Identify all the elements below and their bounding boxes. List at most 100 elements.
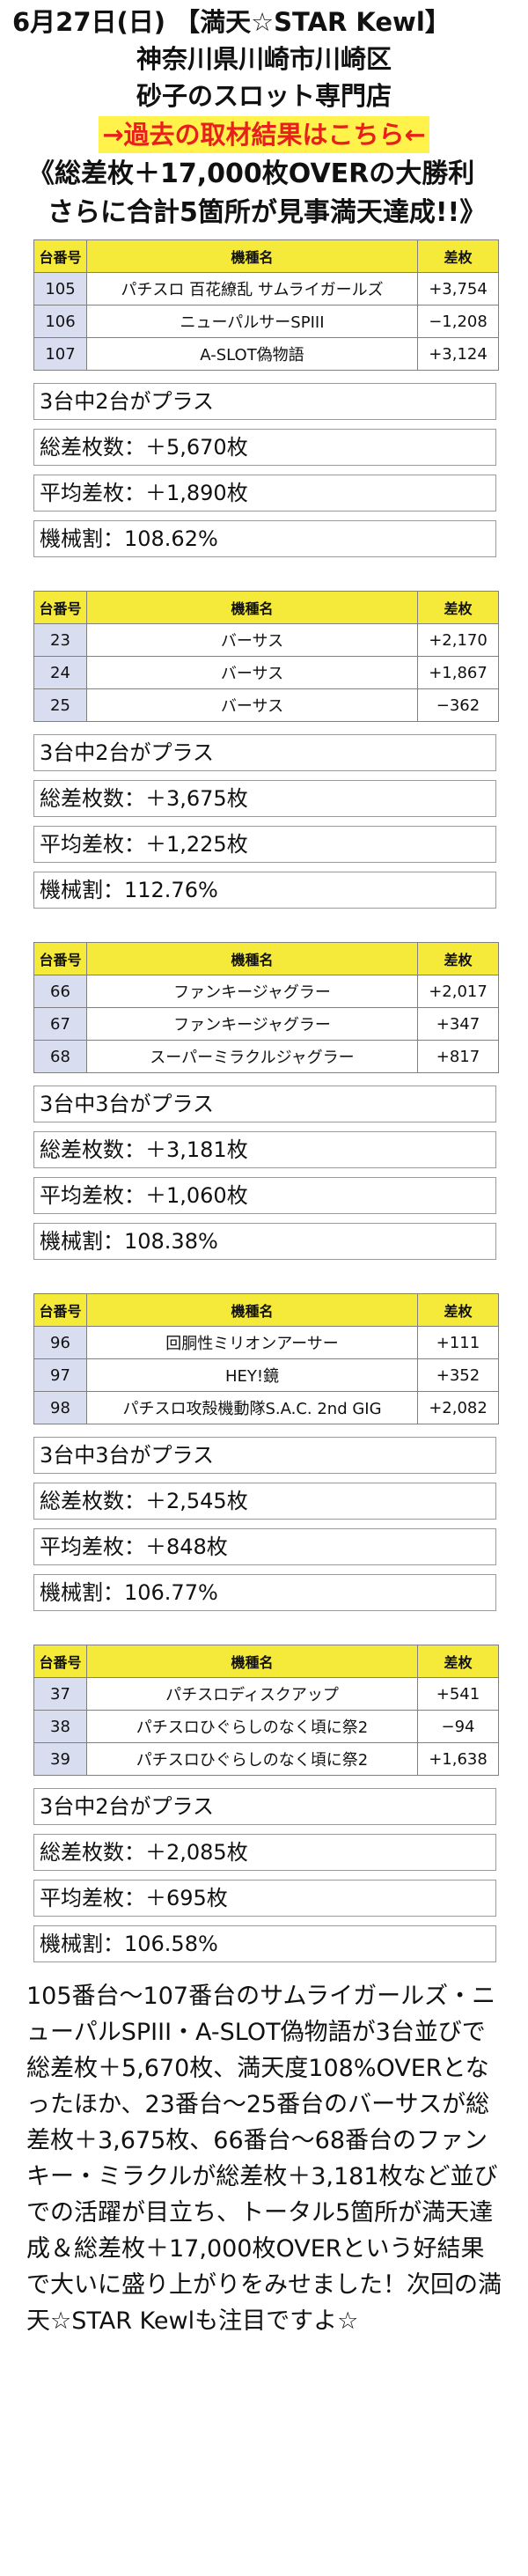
header-diff: 差枚 bbox=[417, 591, 499, 624]
machine-name: ニューパルサーSPIII bbox=[86, 305, 418, 338]
headline-line-2: さらに合計5箇所が見事満天達成!!》 bbox=[48, 197, 487, 228]
machine-number: 38 bbox=[33, 1710, 87, 1743]
machine-diff: +3,754 bbox=[417, 272, 499, 305]
header-name: 機種名 bbox=[86, 591, 418, 624]
result-table: 台番号 機種名 差枚 23 バーサス +2,170 24 バーサス +1,867… bbox=[33, 591, 499, 722]
machine-name: ファンキージャグラー bbox=[86, 975, 418, 1008]
machine-diff: +2,082 bbox=[417, 1391, 499, 1424]
machine-name: スーパーミラクルジャグラー bbox=[86, 1040, 418, 1073]
location-text: 神奈川県川崎市川崎区 bbox=[136, 44, 392, 74]
store-text: 砂子のスロット専門店 bbox=[136, 81, 392, 111]
plus-count: 3台中2台がプラス bbox=[33, 1788, 496, 1825]
header-name: 機種名 bbox=[86, 1645, 418, 1678]
table-row: 106 ニューパルサーSPIII −1,208 bbox=[33, 305, 499, 338]
plus-count: 3台中3台がプラス bbox=[33, 1086, 496, 1122]
machine-name: パチスロ 百花繚乱 サムライガールズ bbox=[86, 272, 418, 305]
table-row: 23 バーサス +2,170 bbox=[33, 623, 499, 657]
machine-number: 24 bbox=[33, 656, 87, 689]
average-diff: 平均差枚：＋1,060枚 bbox=[33, 1177, 496, 1214]
table-header-row: 台番号 機種名 差枚 bbox=[33, 239, 499, 273]
table-row: 25 バーサス −362 bbox=[33, 688, 499, 722]
result-table: 台番号 機種名 差枚 96 回胴性ミリオンアーサー +111 97 HEY!鏡 … bbox=[33, 1293, 499, 1424]
machine-name: パチスロディスクアップ bbox=[86, 1677, 418, 1711]
payout-rate: 機械割：108.62% bbox=[33, 520, 496, 557]
machine-diff: +352 bbox=[417, 1358, 499, 1392]
machine-number: 23 bbox=[33, 623, 87, 657]
machine-name: パチスロひぐらしのなく頃に祭2 bbox=[86, 1742, 418, 1776]
total-diff: 総差枚数：＋2,545枚 bbox=[33, 1483, 496, 1520]
machine-number: 98 bbox=[33, 1391, 87, 1424]
date-title: 6月27日(日) 【満天☆STAR Kewl】 bbox=[12, 7, 451, 37]
machine-number: 68 bbox=[33, 1040, 87, 1073]
header-diff: 差枚 bbox=[417, 942, 499, 975]
result-section: 台番号 機種名 差枚 66 ファンキージャグラー +2,017 67 ファンキー… bbox=[33, 942, 499, 1260]
machine-diff: +347 bbox=[417, 1007, 499, 1041]
header-diff: 差枚 bbox=[417, 239, 499, 273]
machine-number: 25 bbox=[33, 688, 87, 722]
payout-rate: 機械割：112.76% bbox=[33, 872, 496, 909]
machine-diff: +111 bbox=[417, 1326, 499, 1359]
table-row: 107 A-SLOT偽物語 +3,124 bbox=[33, 337, 499, 371]
average-diff: 平均差枚：＋1,225枚 bbox=[33, 826, 496, 863]
total-diff: 総差枚数：＋3,675枚 bbox=[33, 780, 496, 817]
result-table: 台番号 機種名 差枚 37 パチスロディスクアップ +541 38 パチスロひぐ… bbox=[33, 1645, 499, 1776]
machine-diff: −362 bbox=[417, 688, 499, 722]
machine-diff: +1,638 bbox=[417, 1742, 499, 1776]
machine-number: 96 bbox=[33, 1326, 87, 1359]
machine-name: バーサス bbox=[86, 623, 418, 657]
headline-line-1: 《総差枚＋17,000枚OVERの大勝利 bbox=[28, 158, 475, 189]
header-name: 機種名 bbox=[86, 942, 418, 975]
average-diff: 平均差枚：＋1,890枚 bbox=[33, 475, 496, 512]
machine-diff: +2,017 bbox=[417, 975, 499, 1008]
table-row: 38 パチスロひぐらしのなく頃に祭2 −94 bbox=[33, 1710, 499, 1743]
result-section: 台番号 機種名 差枚 96 回胴性ミリオンアーサー +111 97 HEY!鏡 … bbox=[33, 1293, 499, 1611]
machine-number: 97 bbox=[33, 1358, 87, 1392]
plus-count: 3台中3台がプラス bbox=[33, 1437, 496, 1474]
total-diff: 総差枚数：＋2,085枚 bbox=[33, 1834, 496, 1871]
header: 6月27日(日) 【満天☆STAR Kewl】 神奈川県川崎市川崎区 砂子のスロ… bbox=[0, 0, 528, 153]
plus-count: 3台中2台がプラス bbox=[33, 383, 496, 420]
machine-name: A-SLOT偽物語 bbox=[86, 337, 418, 371]
table-row: 98 パチスロ攻殻機動隊S.A.C. 2nd GIG +2,082 bbox=[33, 1391, 499, 1424]
header-num: 台番号 bbox=[33, 942, 87, 975]
machine-name: パチスロひぐらしのなく頃に祭2 bbox=[86, 1710, 418, 1743]
table-row: 97 HEY!鏡 +352 bbox=[33, 1358, 499, 1392]
headline: 《総差枚＋17,000枚OVERの大勝利 さらに合計5箇所が見事満天達成!!》 bbox=[0, 155, 528, 232]
total-diff: 総差枚数：＋5,670枚 bbox=[33, 429, 496, 466]
table-row: 66 ファンキージャグラー +2,017 bbox=[33, 975, 499, 1008]
machine-number: 106 bbox=[33, 305, 87, 338]
machine-diff: +817 bbox=[417, 1040, 499, 1073]
table-row: 39 パチスロひぐらしのなく頃に祭2 +1,638 bbox=[33, 1742, 499, 1776]
header-diff: 差枚 bbox=[417, 1293, 499, 1327]
result-table: 台番号 機種名 差枚 105 パチスロ 百花繚乱 サムライガールズ +3,754… bbox=[33, 239, 499, 371]
summary-text: 105番台～107番台のサムライガールズ・ニューパルSPIII・A-SLOT偽物… bbox=[26, 1983, 502, 2335]
payout-rate: 機械割：106.58% bbox=[33, 1925, 496, 1962]
table-header-row: 台番号 機種名 差枚 bbox=[33, 942, 499, 975]
total-diff: 総差枚数：＋3,181枚 bbox=[33, 1131, 496, 1168]
machine-name: HEY!鏡 bbox=[86, 1358, 418, 1392]
payout-rate: 機械割：106.77% bbox=[33, 1574, 496, 1611]
average-diff: 平均差枚：＋848枚 bbox=[33, 1528, 496, 1565]
machine-name: バーサス bbox=[86, 688, 418, 722]
table-row: 96 回胴性ミリオンアーサー +111 bbox=[33, 1326, 499, 1359]
average-diff: 平均差枚：＋695枚 bbox=[33, 1880, 496, 1917]
header-num: 台番号 bbox=[33, 239, 87, 273]
machine-diff: +541 bbox=[417, 1677, 499, 1711]
result-section: 台番号 機種名 差枚 105 パチスロ 百花繚乱 サムライガールズ +3,754… bbox=[33, 239, 499, 557]
machine-diff: −1,208 bbox=[417, 305, 499, 338]
table-header-row: 台番号 機種名 差枚 bbox=[33, 1645, 499, 1678]
machine-diff: +3,124 bbox=[417, 337, 499, 371]
past-results-link[interactable]: →過去の取材結果はこちら← bbox=[99, 116, 429, 153]
table-row: 37 パチスロディスクアップ +541 bbox=[33, 1677, 499, 1711]
header-num: 台番号 bbox=[33, 1293, 87, 1327]
table-row: 105 パチスロ 百花繚乱 サムライガールズ +3,754 bbox=[33, 272, 499, 305]
plus-count: 3台中2台がプラス bbox=[33, 734, 496, 771]
table-row: 24 バーサス +1,867 bbox=[33, 656, 499, 689]
header-name: 機種名 bbox=[86, 239, 418, 273]
machine-number: 105 bbox=[33, 272, 87, 305]
machine-diff: +1,867 bbox=[417, 656, 499, 689]
machine-number: 37 bbox=[33, 1677, 87, 1711]
machine-name: パチスロ攻殻機動隊S.A.C. 2nd GIG bbox=[86, 1391, 418, 1424]
machine-number: 39 bbox=[33, 1742, 87, 1776]
